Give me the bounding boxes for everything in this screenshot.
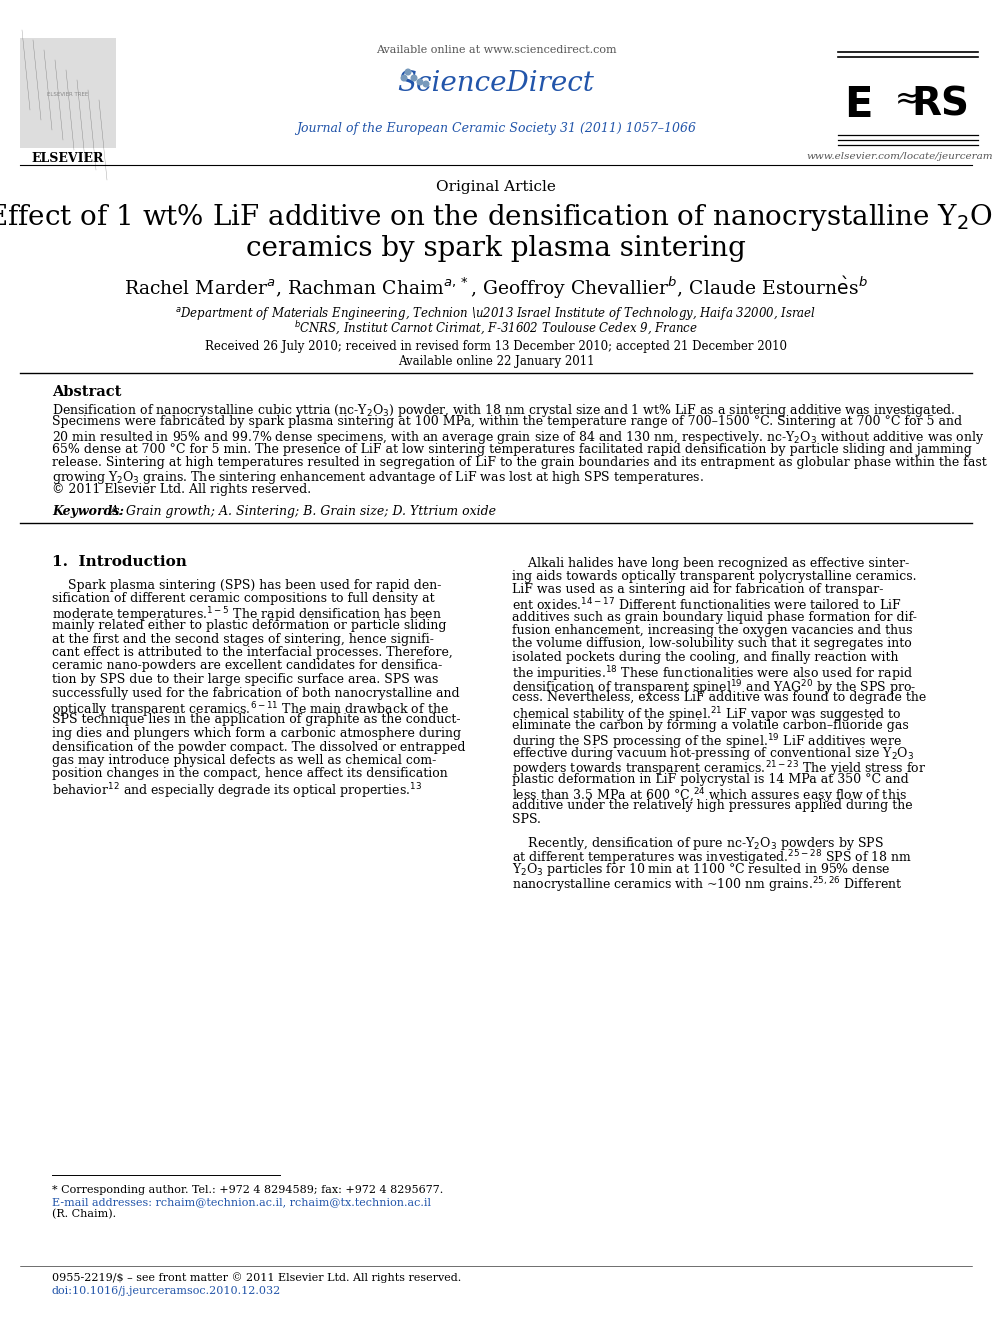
Text: Specimens were fabricated by spark plasma sintering at 100 MPa, within the tempe: Specimens were fabricated by spark plasm…	[52, 415, 962, 429]
Text: Effect of 1 wt% LiF additive on the densification of nanocrystalline Y$_2$O$_3$: Effect of 1 wt% LiF additive on the dens…	[0, 202, 992, 233]
Text: Densification of nanocrystalline cubic yttria (nc-Y$_2$O$_3$) powder, with 18 nm: Densification of nanocrystalline cubic y…	[52, 402, 955, 419]
Text: SPS.: SPS.	[512, 814, 541, 826]
Text: ing dies and plungers which form a carbonic atmosphere during: ing dies and plungers which form a carbo…	[52, 728, 461, 740]
Text: additives such as grain boundary liquid phase formation for dif-: additives such as grain boundary liquid …	[512, 610, 917, 623]
Text: Original Article: Original Article	[436, 180, 556, 194]
Text: powders towards transparent ceramics.$^{21-23}$ The yield stress for: powders towards transparent ceramics.$^{…	[512, 759, 927, 779]
Text: Rachel Marder$^{a}$, Rachman Chaim$^{a,*}$, Geoffroy Chevallier$^{b}$, Claude Es: Rachel Marder$^{a}$, Rachman Chaim$^{a,*…	[124, 275, 868, 302]
Text: (R. Chaim).: (R. Chaim).	[52, 1209, 116, 1220]
Text: ScienceDirect: ScienceDirect	[398, 70, 594, 97]
Text: ceramics by spark plasma sintering: ceramics by spark plasma sintering	[246, 235, 746, 262]
Text: successfully used for the fabrication of both nanocrystalline and: successfully used for the fabrication of…	[52, 687, 459, 700]
Text: fusion enhancement, increasing the oxygen vacancies and thus: fusion enhancement, increasing the oxyge…	[512, 624, 913, 636]
Text: 65% dense at 700 °C for 5 min. The presence of LiF at low sintering temperatures: 65% dense at 700 °C for 5 min. The prese…	[52, 442, 972, 455]
Text: isolated pockets during the cooling, and finally reaction with: isolated pockets during the cooling, and…	[512, 651, 899, 664]
Text: Abstract: Abstract	[52, 385, 121, 400]
Text: A. Grain growth; A. Sintering; B. Grain size; D. Yttrium oxide: A. Grain growth; A. Sintering; B. Grain …	[110, 504, 497, 517]
Text: Received 26 July 2010; received in revised form 13 December 2010; accepted 21 De: Received 26 July 2010; received in revis…	[205, 340, 787, 353]
Text: ≈: ≈	[895, 86, 921, 115]
Text: gas may introduce physical defects as well as chemical com-: gas may introduce physical defects as we…	[52, 754, 436, 767]
Text: E: E	[844, 83, 872, 126]
Text: moderate temperatures.$^{1-5}$ The rapid densification has been: moderate temperatures.$^{1-5}$ The rapid…	[52, 606, 441, 624]
Text: nanocrystalline ceramics with ~100 nm grains.$^{25,26}$ Different: nanocrystalline ceramics with ~100 nm gr…	[512, 875, 903, 894]
Text: RS: RS	[911, 86, 969, 124]
Text: release. Sintering at high temperatures resulted in segregation of LiF to the gr: release. Sintering at high temperatures …	[52, 456, 987, 468]
Text: Alkali halides have long been recognized as effective sinter-: Alkali halides have long been recognized…	[512, 557, 910, 569]
Text: Spark plasma sintering (SPS) has been used for rapid den-: Spark plasma sintering (SPS) has been us…	[52, 578, 441, 591]
Text: Y$_2$O$_3$ particles for 10 min at 1100 °C resulted in 95% dense: Y$_2$O$_3$ particles for 10 min at 1100 …	[512, 861, 891, 878]
Text: doi:10.1016/j.jeurceramsoc.2010.12.032: doi:10.1016/j.jeurceramsoc.2010.12.032	[52, 1286, 282, 1297]
Text: ing aids towards optically transparent polycrystalline ceramics.: ing aids towards optically transparent p…	[512, 570, 917, 583]
Text: www.elsevier.com/locate/jeurceramsoc: www.elsevier.com/locate/jeurceramsoc	[806, 152, 992, 161]
Text: densification of the powder compact. The dissolved or entrapped: densification of the powder compact. The…	[52, 741, 465, 754]
Text: at the first and the second stages of sintering, hence signifi-: at the first and the second stages of si…	[52, 632, 434, 646]
Text: Keywords:: Keywords:	[52, 504, 133, 517]
Text: behavior$^{12}$ and especially degrade its optical properties.$^{13}$: behavior$^{12}$ and especially degrade i…	[52, 781, 422, 800]
Text: $^{b}$CNRS, Institut Carnot Cirimat, F-31602 Toulouse Cedex 9, France: $^{b}$CNRS, Institut Carnot Cirimat, F-3…	[294, 320, 698, 337]
Text: during the SPS processing of the spinel.$^{19}$ LiF additives were: during the SPS processing of the spinel.…	[512, 732, 902, 751]
Text: optically transparent ceramics.$^{6-11}$ The main drawback of the: optically transparent ceramics.$^{6-11}$…	[52, 700, 449, 720]
Text: Journal of the European Ceramic Society 31 (2011) 1057–1066: Journal of the European Ceramic Society …	[296, 122, 696, 135]
Circle shape	[401, 75, 407, 81]
Text: Available online 22 January 2011: Available online 22 January 2011	[398, 355, 594, 368]
Text: © 2011 Elsevier Ltd. All rights reserved.: © 2011 Elsevier Ltd. All rights reserved…	[52, 483, 311, 496]
Text: tion by SPS due to their large specific surface area. SPS was: tion by SPS due to their large specific …	[52, 673, 438, 687]
Text: position changes in the compact, hence affect its densification: position changes in the compact, hence a…	[52, 767, 447, 781]
Text: growing Y$_2$O$_3$ grains. The sintering enhancement advantage of LiF was lost a: growing Y$_2$O$_3$ grains. The sintering…	[52, 470, 704, 487]
Text: E-mail addresses: rchaim@technion.ac.il, rchaim@tx.technion.ac.il: E-mail addresses: rchaim@technion.ac.il,…	[52, 1197, 431, 1207]
Text: at different temperatures was investigated.$^{25-28}$ SPS of 18 nm: at different temperatures was investigat…	[512, 848, 913, 868]
Text: $^{a}$Department of Materials Engineering, Technion \u2013 Israel Institute of T: $^{a}$Department of Materials Engineerin…	[176, 306, 816, 321]
Text: 1.  Introduction: 1. Introduction	[52, 554, 186, 569]
Text: Recently, densification of pure nc-Y$_2$O$_3$ powders by SPS: Recently, densification of pure nc-Y$_2$…	[512, 835, 884, 852]
Text: effective during vacuum hot-pressing of conventional size Y$_2$O$_3$: effective during vacuum hot-pressing of …	[512, 745, 915, 762]
Text: Available online at www.sciencedirect.com: Available online at www.sciencedirect.co…	[376, 45, 616, 56]
Circle shape	[405, 69, 411, 75]
Text: ELSEVIER: ELSEVIER	[32, 152, 104, 165]
Text: sification of different ceramic compositions to full density at: sification of different ceramic composit…	[52, 591, 434, 605]
Text: ceramic nano-powders are excellent candidates for densifica-: ceramic nano-powders are excellent candi…	[52, 659, 442, 672]
Text: plastic deformation in LiF polycrystal is 14 MPa at 350 °C and: plastic deformation in LiF polycrystal i…	[512, 773, 909, 786]
Text: LiF was used as a sintering aid for fabrication of transpar-: LiF was used as a sintering aid for fabr…	[512, 583, 883, 597]
Text: additive under the relatively high pressures applied during the: additive under the relatively high press…	[512, 799, 913, 812]
Text: cess. Nevertheless, excess LiF additive was found to degrade the: cess. Nevertheless, excess LiF additive …	[512, 692, 927, 705]
Text: * Corresponding author. Tel.: +972 4 8294589; fax: +972 4 8295677.: * Corresponding author. Tel.: +972 4 829…	[52, 1185, 443, 1195]
Text: eliminate the carbon by forming a volatile carbon–fluoride gas: eliminate the carbon by forming a volati…	[512, 718, 909, 732]
Text: 20 min resulted in 95% and 99.7% dense specimens, with an average grain size of : 20 min resulted in 95% and 99.7% dense s…	[52, 429, 984, 446]
Text: mainly related either to plastic deformation or particle sliding: mainly related either to plastic deforma…	[52, 619, 446, 632]
Text: chemical stability of the spinel.$^{21}$ LiF vapor was suggested to: chemical stability of the spinel.$^{21}$…	[512, 705, 902, 725]
Text: 0955-2219/$ – see front matter © 2011 Elsevier Ltd. All rights reserved.: 0955-2219/$ – see front matter © 2011 El…	[52, 1271, 461, 1283]
Text: less than 3.5 MPa at 600 °C,$^{24}$ which assures easy flow of this: less than 3.5 MPa at 600 °C,$^{24}$ whic…	[512, 786, 907, 806]
Circle shape	[424, 81, 429, 87]
Text: the volume diffusion, low-solubility such that it segregates into: the volume diffusion, low-solubility suc…	[512, 638, 912, 651]
Text: ELSEVIER TREE: ELSEVIER TREE	[48, 93, 88, 98]
Text: densification of transparent spinel$^{19}$ and YAG$^{20}$ by the SPS pro-: densification of transparent spinel$^{19…	[512, 677, 917, 697]
Text: the impurities.$^{18}$ These functionalities were also used for rapid: the impurities.$^{18}$ These functionali…	[512, 664, 913, 684]
Text: ent oxides.$^{14-17}$ Different functionalities were tailored to LiF: ent oxides.$^{14-17}$ Different function…	[512, 597, 902, 614]
Circle shape	[412, 75, 417, 81]
Text: cant effect is attributed to the interfacial processes. Therefore,: cant effect is attributed to the interfa…	[52, 646, 452, 659]
Circle shape	[418, 79, 423, 85]
Text: SPS technique lies in the application of graphite as the conduct-: SPS technique lies in the application of…	[52, 713, 460, 726]
Bar	[20, 38, 116, 148]
